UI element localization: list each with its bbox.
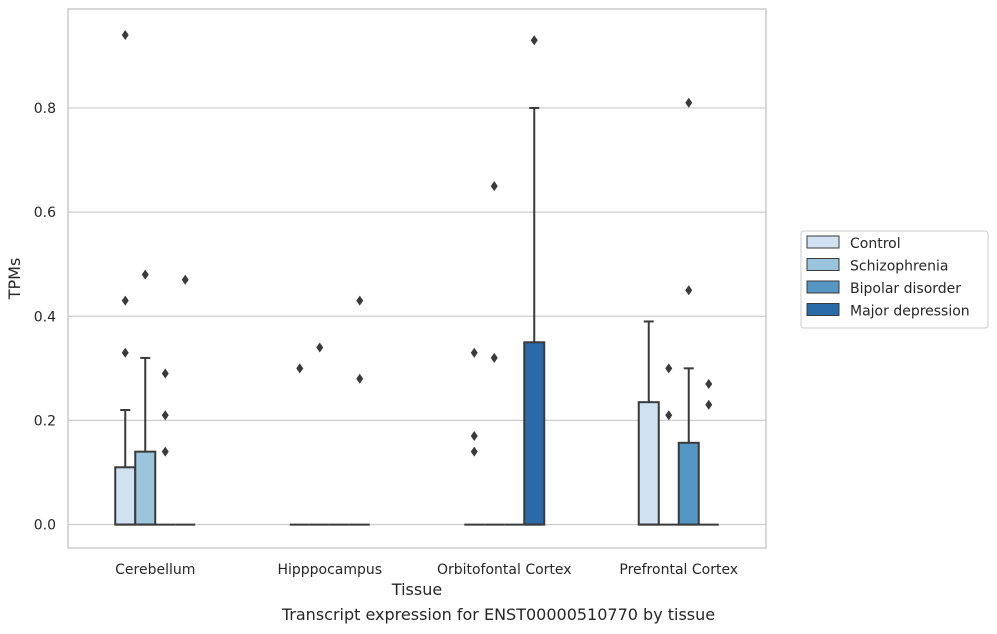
outlier-point [490,352,498,363]
outlier-point [530,35,538,46]
box-0-2 [155,368,176,526]
x-tick-label: Orbitofontal Cortex [437,562,572,578]
legend-label: Schizophrenia [850,259,948,275]
plot-frame [67,8,767,549]
grid-lines [68,107,766,526]
outlier-point [181,274,189,285]
outlier-point [470,347,478,358]
y-axis: 0.0 0.2 0.4 0.6 0.8 [34,101,56,534]
box-3-2 [677,97,700,526]
outlier-point [316,342,324,353]
box-2-0 [464,347,485,526]
outlier-point [470,431,478,442]
y-tick-label: 0.0 [34,518,56,534]
outlier-point [296,363,304,374]
box [134,450,157,526]
box-3-3 [698,378,719,526]
box [523,341,546,526]
outlier-point [356,373,364,384]
legend-swatch [806,303,840,316]
legend: Control Schizophrenia Bipolar disorder Majo… [800,230,989,329]
y-tick-label: 0.8 [34,101,56,117]
x-tick-label: Cerebellum [115,562,195,578]
outlier-point [470,446,478,457]
box-0-3 [175,274,196,526]
x-axis-label: Tissue [391,580,442,599]
legend-swatch [806,235,840,249]
outlier-point [161,446,169,457]
box-0-0 [114,30,137,526]
legend-frame [800,230,989,329]
outlier-point [356,295,364,306]
legend-label: Bipolar disorder [850,281,961,297]
outlier-point [665,410,673,421]
box-1-1 [309,342,330,526]
box-2-3 [523,35,546,526]
outlier-point [161,410,169,421]
box-0-1 [134,269,157,526]
legend-swatch [806,258,840,271]
box-3-1 [658,363,679,526]
chart-caption: Transcript expression for ENST0000051077… [281,605,716,624]
outlier-point [685,97,693,108]
box-3-0 [637,320,660,526]
legend-swatch [806,280,840,294]
outlier-point [121,30,129,41]
outlier-point [161,368,169,379]
y-tick-label: 0.4 [34,309,56,325]
box [114,466,137,526]
box-1-0 [289,363,310,526]
legend-label: Major depression [850,304,970,320]
box [677,441,700,526]
outlier-point [490,181,498,192]
outlier-point [665,363,673,374]
outlier-point [705,399,713,410]
x-tick-label: Prefrontal Cortex [619,562,738,578]
outlier-point [121,347,129,358]
outlier-point [141,269,149,280]
box-groups [114,30,719,526]
outlier-point [705,378,713,389]
outlier-point [121,295,129,306]
y-tick-label: 0.6 [34,205,56,221]
box-1-3 [349,295,370,526]
x-axis: Cerebellum Hipppocampus Orbitofontal Corte… [115,562,738,578]
legend-label: Control [850,236,901,252]
box-2-1 [484,181,505,526]
y-axis-label: TPMs [5,258,24,301]
box [637,401,660,526]
x-tick-label: Hipppocampus [277,562,382,578]
y-tick-label: 0.2 [34,413,56,429]
outlier-point [685,285,693,296]
